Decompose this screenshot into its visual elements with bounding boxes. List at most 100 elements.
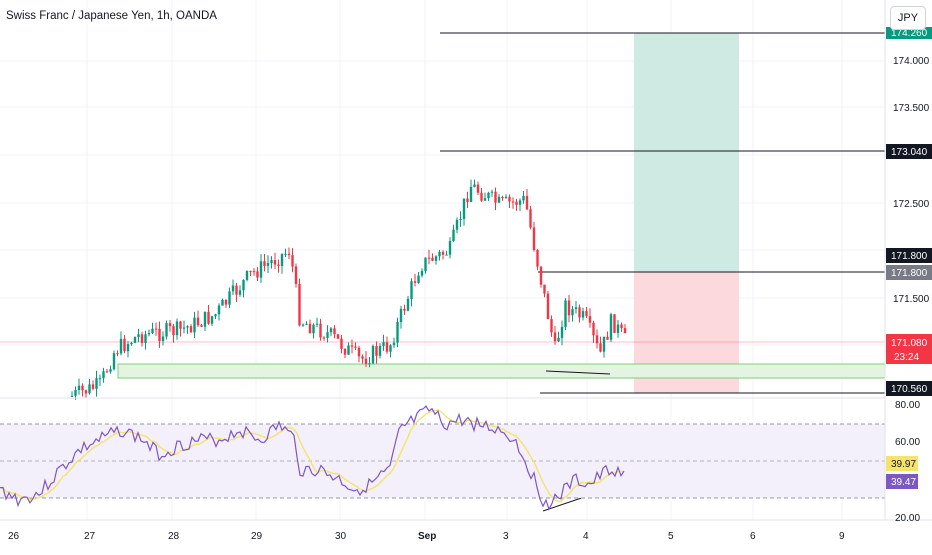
candle-body — [578, 307, 581, 318]
candle-body — [270, 260, 273, 264]
candle-body — [137, 334, 140, 338]
svg-text:39.97: 39.97 — [891, 459, 916, 470]
price-divergence-line[interactable] — [545, 370, 611, 375]
candle-body — [385, 342, 389, 352]
time-label: 9 — [839, 531, 845, 542]
candle-body — [70, 395, 74, 397]
svg-text:39.47: 39.47 — [891, 477, 916, 488]
candle-body — [606, 336, 609, 340]
candle-body — [511, 201, 515, 203]
candle-body — [438, 251, 441, 257]
candle-body — [333, 328, 336, 335]
candle-body — [238, 290, 242, 295]
rsi-tick: 80.00 — [895, 400, 920, 411]
svg-text:173.040: 173.040 — [891, 147, 928, 158]
candle-body — [287, 253, 291, 256]
candle-body — [336, 334, 340, 339]
candle-body — [249, 270, 252, 272]
candle-body — [214, 314, 217, 317]
support-zone[interactable] — [117, 363, 886, 379]
candle-body — [441, 251, 445, 255]
candle-body — [473, 184, 476, 187]
time-label: 28 — [168, 531, 180, 542]
candle-body — [536, 250, 539, 267]
candle-body — [417, 275, 420, 283]
candle-body — [396, 322, 399, 343]
candle-body — [494, 191, 497, 203]
rsi-value-badge: 39.47 — [886, 474, 918, 489]
candle-body — [315, 323, 319, 325]
candle-body — [280, 253, 284, 267]
price-tick: 173.500 — [893, 103, 930, 114]
candle-body — [84, 390, 88, 394]
candle-body — [179, 321, 182, 329]
candle-body — [504, 196, 508, 199]
candle-body — [354, 346, 357, 348]
candle-body — [581, 311, 585, 318]
price-pane — [0, 0, 885, 398]
rsi-line — [0, 405, 625, 511]
candle-body — [483, 198, 487, 201]
candle-body — [158, 328, 161, 341]
candle-body — [508, 196, 511, 202]
candle-body — [462, 198, 466, 219]
candle-body — [322, 337, 326, 339]
time-label: 26 — [8, 531, 20, 542]
candle-body — [147, 332, 151, 335]
candle-body — [599, 343, 602, 352]
candle-body — [557, 337, 560, 342]
time-axis[interactable] — [0, 520, 932, 550]
time-label: 4 — [583, 531, 589, 542]
candle-body — [501, 196, 504, 199]
currency-button[interactable]: JPY — [890, 6, 926, 30]
candle-body — [301, 324, 305, 326]
candle-body — [245, 270, 249, 280]
rsi-tick: 60.00 — [895, 437, 920, 448]
candle-body — [203, 311, 207, 327]
candle-body — [347, 345, 350, 355]
candle-body — [98, 378, 102, 380]
candle-body — [560, 326, 564, 338]
candle-body — [368, 363, 371, 365]
candle-body — [459, 218, 462, 220]
candle-body — [490, 191, 494, 193]
candle-body — [592, 322, 595, 336]
candle-body — [291, 255, 294, 267]
time-label: 3 — [503, 531, 509, 542]
candle-body — [88, 384, 91, 394]
current-price-badge: 171.080 23:24 — [886, 334, 932, 364]
candle-body — [105, 371, 109, 373]
candle-body — [609, 314, 613, 340]
candle-body — [382, 342, 385, 346]
price-badge-171800-gray: 171.800 — [886, 265, 932, 280]
time-label: 27 — [84, 531, 96, 542]
candle-body — [340, 338, 343, 349]
candle-body — [161, 336, 165, 341]
price-badge-171800: 171.800 — [886, 248, 932, 263]
candle-body — [151, 328, 154, 333]
candle-body — [571, 309, 574, 316]
svg-text:171.800: 171.800 — [891, 268, 928, 279]
candle-body — [529, 209, 532, 228]
candle-body — [532, 227, 536, 251]
candle-body — [263, 261, 266, 266]
candle-body — [410, 281, 413, 299]
svg-text:171.800: 171.800 — [891, 251, 928, 262]
candle-body — [515, 201, 518, 205]
take-profit-zone[interactable] — [634, 33, 739, 272]
candle-body — [189, 326, 193, 333]
candle-body — [319, 323, 322, 338]
candle-body — [623, 328, 627, 334]
symbol-title[interactable]: Swiss Franc / Japanese Yen, 1h, OANDA — [6, 10, 217, 22]
candle-body — [77, 385, 81, 391]
candle-body — [95, 378, 98, 389]
candle-body — [487, 192, 490, 199]
candle-body — [221, 299, 224, 306]
candle-body — [567, 300, 571, 316]
candle-body — [284, 253, 287, 255]
candlesticks — [70, 179, 627, 400]
candle-body — [613, 314, 616, 333]
candle-body — [434, 256, 438, 261]
